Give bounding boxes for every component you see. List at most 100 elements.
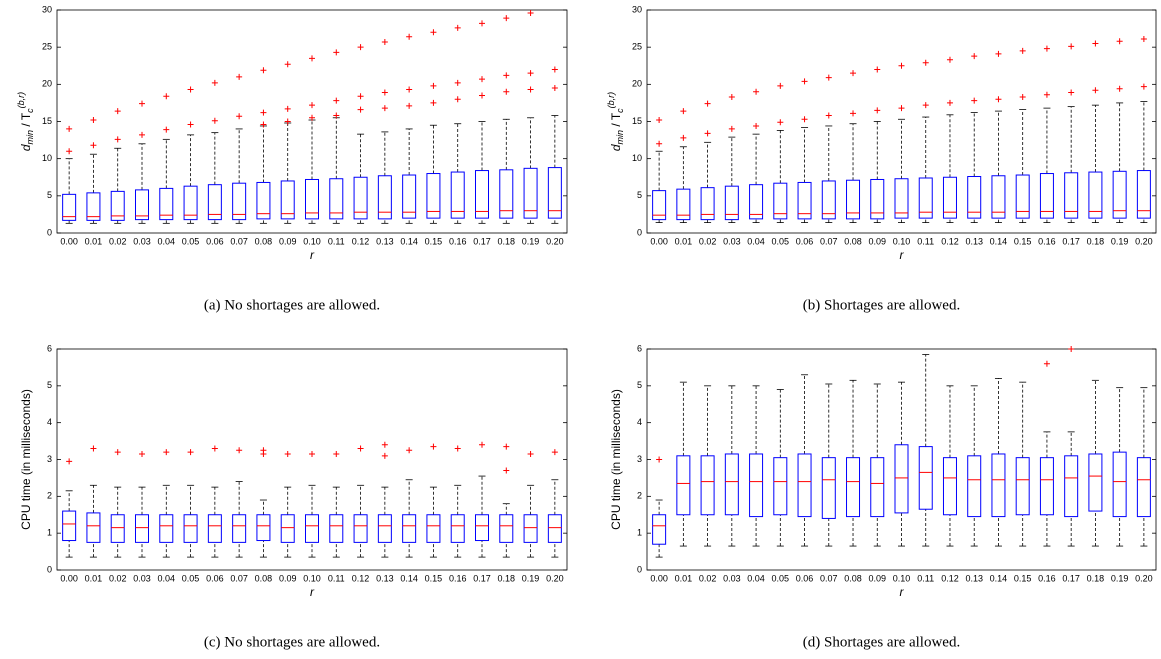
outlier [90,117,97,124]
x-tick-label: 0.06 [796,236,814,246]
box [652,514,667,545]
y-tick-label: 5 [637,380,642,390]
x-tick-label: 0.04 [747,573,765,583]
box [1112,170,1127,219]
outlier [454,445,461,452]
box [377,175,392,220]
box-group [967,53,982,223]
box [1136,170,1151,219]
box [773,182,788,220]
outlier [777,82,784,89]
box-group [110,108,125,224]
x-tick-label: 0.07 [820,573,838,583]
x-tick-label: 0.10 [893,236,911,246]
box [967,176,982,219]
outlier [971,53,978,60]
box [1088,171,1103,219]
box [329,514,344,543]
x-tick-label: 0.06 [206,236,224,246]
outlier [946,56,953,63]
x-tick-label: 0.09 [868,236,886,246]
box [159,514,174,543]
outlier [163,93,170,100]
box [499,169,514,219]
box [135,189,149,221]
box-group [967,385,982,547]
box [280,514,295,543]
box-group [1039,45,1054,223]
box [1039,457,1054,516]
x-tick-label: 0.16 [1038,573,1056,583]
outlier [357,445,364,452]
outlier [704,100,711,107]
outlier [922,59,929,66]
y-axis-label: CPU time (in milliseconds) [19,389,33,530]
y-axis-label-part: min [25,130,35,145]
outlier [850,110,857,117]
outlier [406,33,413,40]
outlier [357,106,364,113]
x-tick-label: 0.03 [133,573,151,583]
box [232,182,247,221]
outlier [333,112,340,119]
x-tick-label: 0.00 [60,236,78,246]
box-group [499,443,514,558]
box [870,457,885,518]
outlier [90,142,97,149]
x-tick-label: 0.19 [1111,573,1129,583]
outlier [995,96,1002,103]
box [232,514,247,543]
box [652,190,667,221]
x-tick-label: 0.07 [820,236,838,246]
x-axis-label: r [310,248,315,262]
outlier [728,125,735,132]
box-group [1088,40,1103,223]
outlier [139,100,145,107]
box-group [353,44,368,224]
box-group [402,447,417,558]
box-group [1064,346,1079,547]
box [86,192,101,221]
box-group [991,378,1006,547]
box-group [773,389,788,547]
outlier [309,450,315,457]
outlier [1043,91,1050,98]
outlier [479,92,485,99]
x-tick-label: 0.14 [400,573,418,583]
box [523,514,538,543]
box [62,510,77,542]
box-group [232,73,247,224]
box-group [1039,360,1054,547]
box [724,185,739,221]
outlier [211,117,218,124]
outlier [922,102,929,109]
box-group [724,385,739,547]
outlier [801,116,808,123]
outlier [211,79,218,86]
box [894,178,909,219]
box-group [523,9,538,224]
x-tick-label: 0.00 [650,573,668,583]
outlier [309,114,315,121]
x-tick-label: 0.07 [230,236,248,246]
y-tick-label: 0 [47,227,52,237]
box [280,180,295,220]
x-tick-label: 0.05 [772,573,790,583]
box-group [1015,47,1030,223]
outlier [163,449,170,456]
y-tick-label: 10 [42,153,52,163]
x-tick-label: 0.11 [328,573,345,583]
outlier [1092,40,1099,47]
outlier [656,140,663,147]
box-group [86,117,101,224]
box [547,514,562,543]
box [749,184,764,220]
box-group [159,93,174,224]
box-group [183,86,198,224]
box-group [846,70,861,223]
x-tick-label: 0.18 [1087,236,1105,246]
outlier [406,86,413,93]
x-tick-label: 0.03 [723,236,741,246]
box-group [62,458,77,558]
x-tick-label: 0.20 [1135,573,1153,583]
